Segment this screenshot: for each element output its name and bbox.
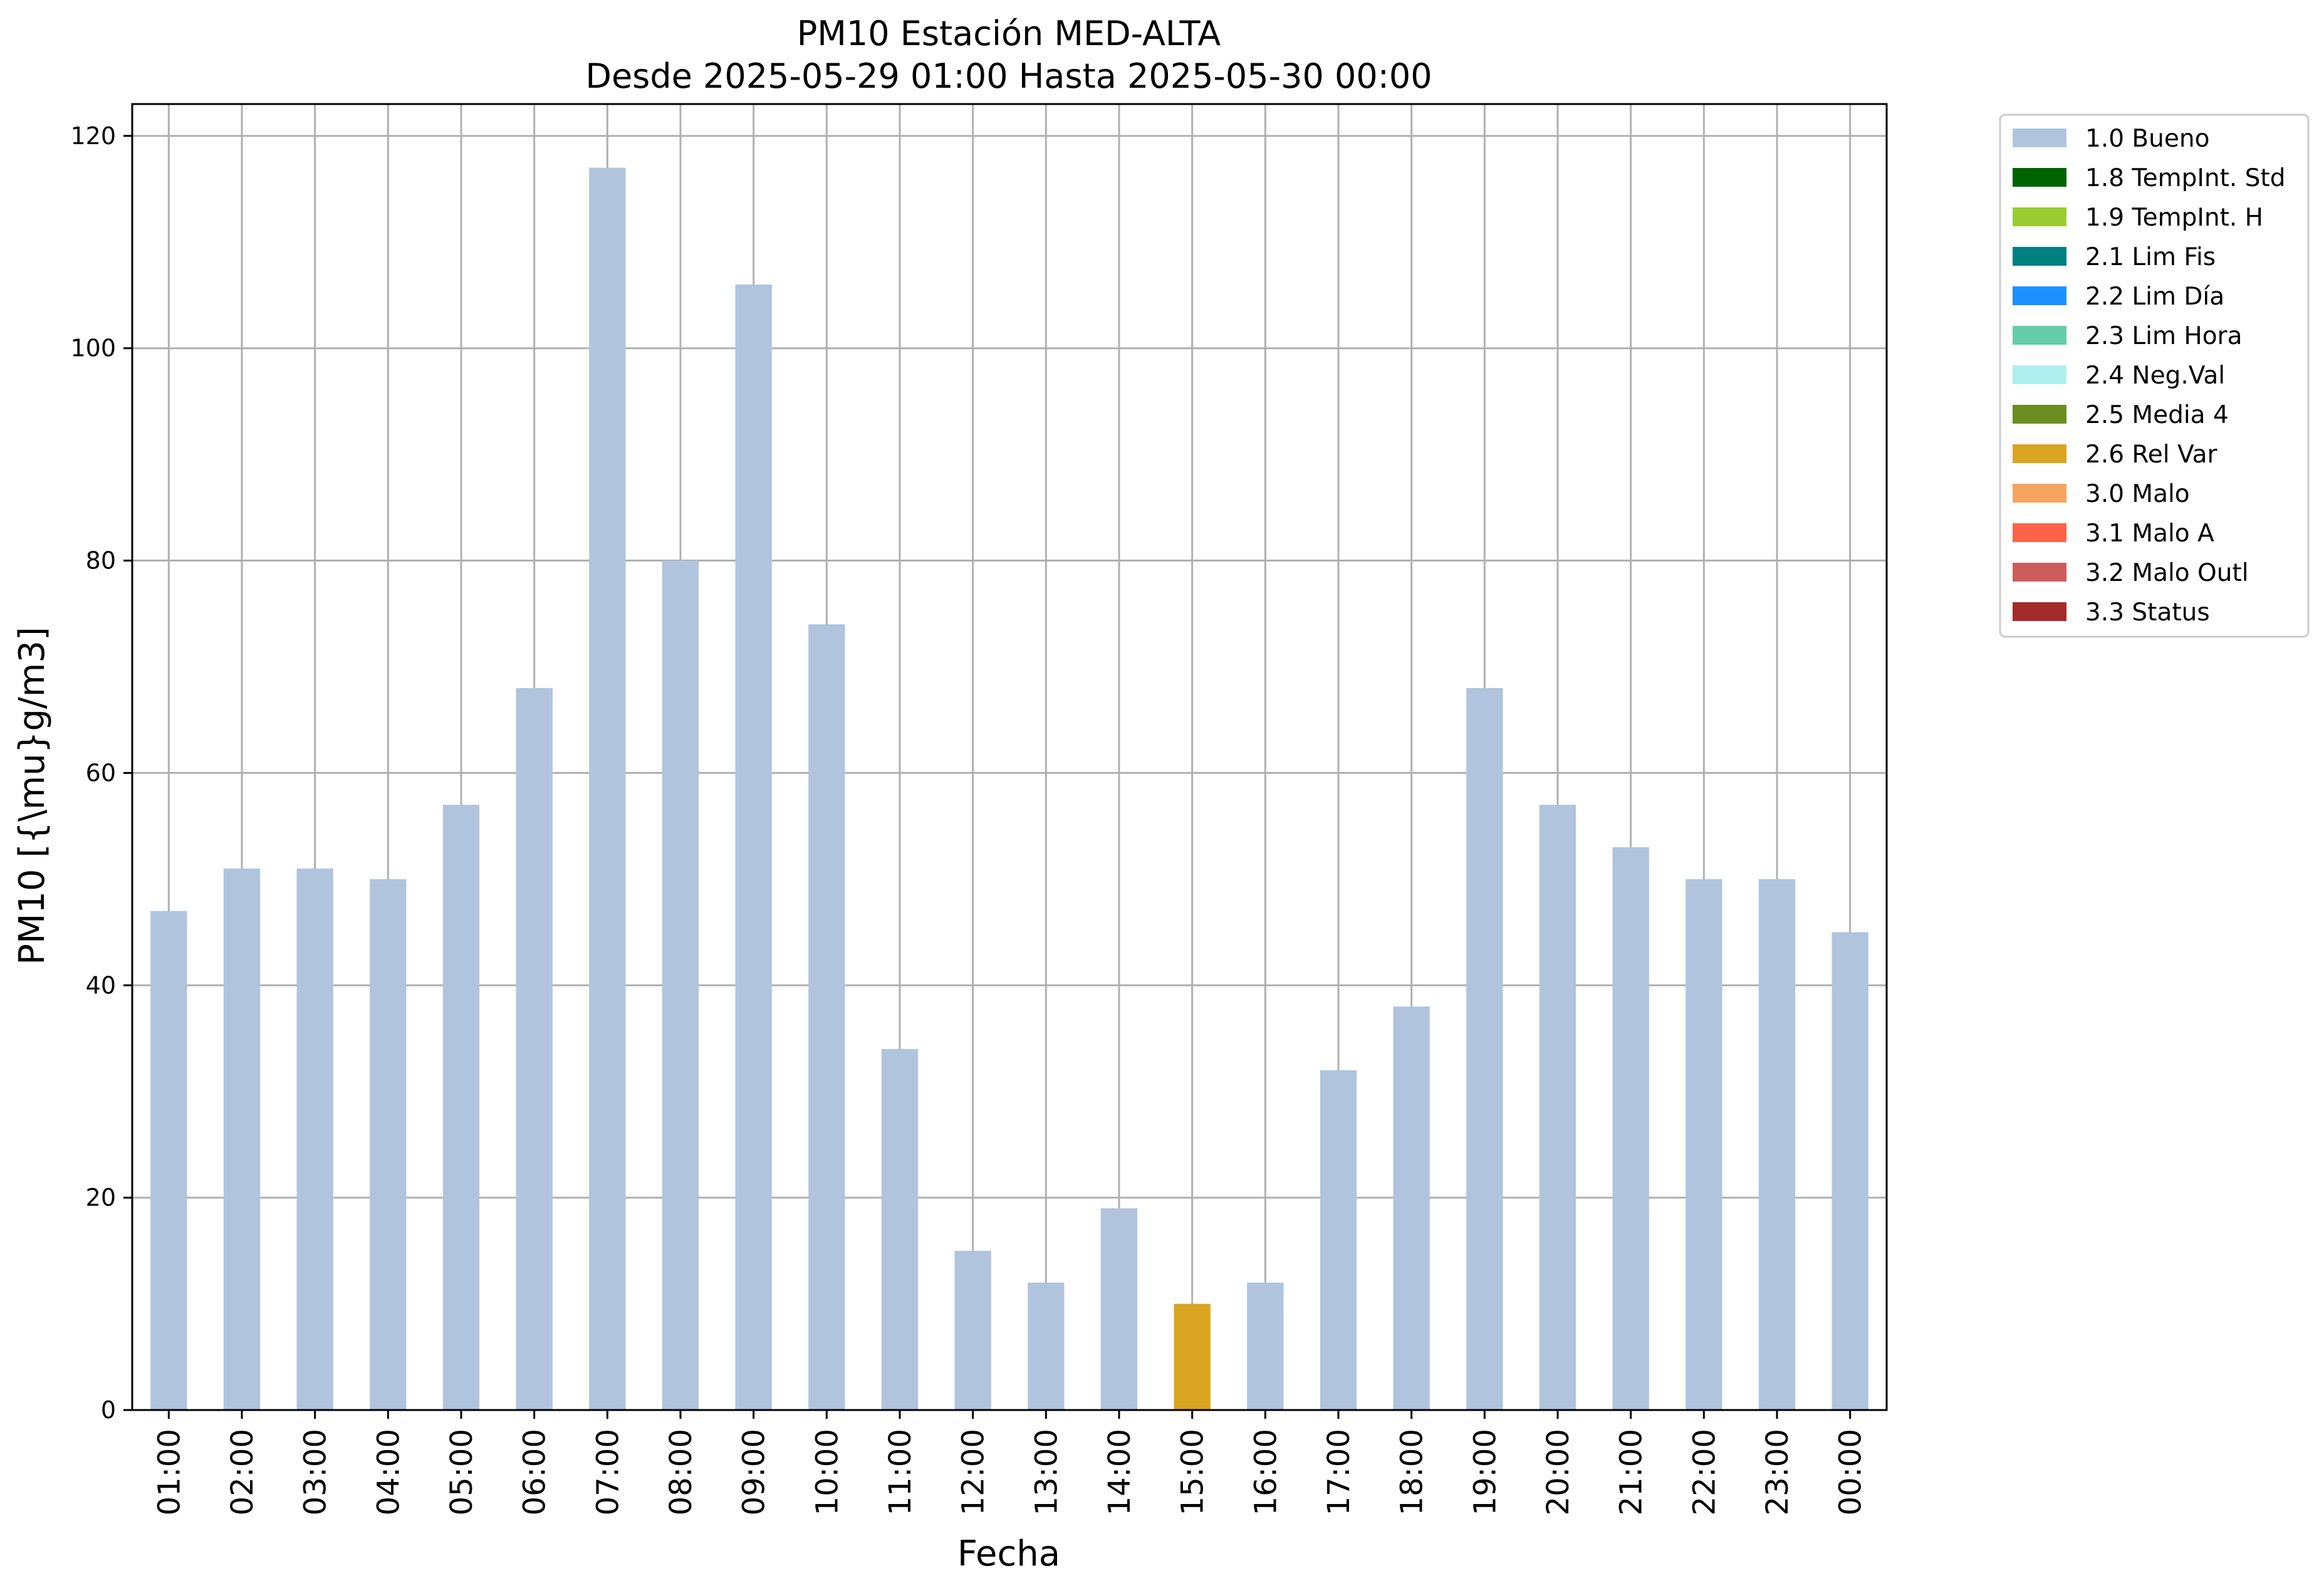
x-tick-label: 16:00 xyxy=(1248,1429,1283,1515)
y-tick-label: 120 xyxy=(70,122,116,150)
legend-entry-label: 2.3 Lim Hora xyxy=(2085,322,2243,350)
x-tick-label: 05:00 xyxy=(444,1429,479,1515)
x-tick-label: 09:00 xyxy=(737,1429,772,1515)
legend-entry-label: 1.9 TempInt. H xyxy=(2085,204,2263,232)
y-tick-label: 60 xyxy=(86,759,116,786)
legend-entry-label: 2.4 Neg.Val xyxy=(2085,362,2225,390)
legend-swatch xyxy=(2013,444,2066,463)
legend-swatch xyxy=(2013,365,2066,384)
legend-swatch xyxy=(2013,563,2066,582)
legend-swatch xyxy=(2013,286,2066,305)
x-axis-ticks: 01:00 02:00 03:00 04:00 05:00 06:00 07:00 08:00… xyxy=(152,1410,1868,1515)
legend-swatch xyxy=(2013,326,2066,345)
bar xyxy=(954,1250,991,1410)
legend-swatch xyxy=(2013,602,2066,621)
legend-swatch xyxy=(2013,523,2066,542)
y-tick-label: 0 xyxy=(101,1396,116,1424)
legend: 1.0 Bueno 1.8 TempInt. Std 1.9 TempInt. H 2… xyxy=(1999,113,2310,638)
bar xyxy=(1028,1282,1065,1410)
bar xyxy=(735,285,772,1411)
bar xyxy=(223,868,261,1410)
x-tick-label: 10:00 xyxy=(810,1429,845,1515)
legend-frame xyxy=(1999,113,2310,638)
x-tick-label: 21:00 xyxy=(1614,1429,1649,1515)
x-tick-label: 07:00 xyxy=(590,1429,625,1515)
legend-entry-label: 3.2 Malo Outl xyxy=(2085,559,2249,587)
x-tick-label: 15:00 xyxy=(1175,1429,1211,1515)
bar xyxy=(296,868,333,1410)
legend-swatch xyxy=(2013,128,2066,147)
x-tick-label: 13:00 xyxy=(1029,1429,1064,1515)
bar xyxy=(589,167,626,1410)
y-tick-label: 20 xyxy=(86,1184,116,1211)
y-axis-ticks: 0 20 40 60 80 100 120 xyxy=(70,122,132,1424)
bar xyxy=(150,911,187,1410)
x-tick-label: 04:00 xyxy=(371,1429,406,1515)
legend-entry-label: 1.0 Bueno xyxy=(2085,125,2209,153)
x-tick-label: 22:00 xyxy=(1687,1429,1722,1515)
legend-swatch xyxy=(2013,247,2066,266)
x-tick-label: 17:00 xyxy=(1321,1429,1357,1515)
legend-entry-label: 3.3 Status xyxy=(2085,598,2210,627)
x-tick-label: 08:00 xyxy=(664,1429,699,1515)
bar xyxy=(1612,847,1649,1410)
x-tick-label: 19:00 xyxy=(1467,1429,1503,1515)
legend-entry-label: 3.0 Malo xyxy=(2085,480,2190,508)
bar xyxy=(1539,805,1576,1410)
bar xyxy=(1758,879,1796,1410)
plot-frame xyxy=(131,103,1888,1411)
bar xyxy=(662,560,699,1410)
bar xyxy=(1247,1282,1284,1410)
legend-entry-label: 1.8 TempInt. Std xyxy=(2085,164,2285,192)
bar xyxy=(370,879,407,1410)
x-tick-label: 00:00 xyxy=(1833,1429,1868,1515)
legend-swatch xyxy=(2013,405,2066,424)
bar xyxy=(516,687,553,1410)
bar xyxy=(808,624,845,1410)
bar xyxy=(442,805,480,1410)
chart-title-line2: Desde 2025-05-29 01:00 Hasta 2025-05-30 … xyxy=(585,56,1432,96)
bar xyxy=(1466,687,1503,1410)
x-tick-label: 12:00 xyxy=(956,1429,991,1515)
legend-entry-label: 2.5 Media 4 xyxy=(2085,401,2229,429)
x-tick-label: 01:00 xyxy=(152,1429,187,1515)
x-tick-label: 18:00 xyxy=(1395,1429,1430,1515)
x-tick-label: 06:00 xyxy=(518,1429,553,1515)
bar xyxy=(1174,1303,1211,1410)
bar xyxy=(1320,1070,1357,1410)
legend-entry-label: 3.1 Malo A xyxy=(2085,520,2214,548)
legend-swatch xyxy=(2013,207,2066,226)
legend-entry-label: 2.1 Lim Fis xyxy=(2085,243,2216,271)
bar xyxy=(881,1048,919,1410)
bar xyxy=(1686,879,1722,1410)
x-tick-label: 20:00 xyxy=(1541,1429,1576,1515)
x-tick-label: 11:00 xyxy=(883,1429,918,1515)
y-tick-label: 80 xyxy=(86,547,116,575)
x-tick-label: 02:00 xyxy=(225,1429,260,1515)
x-tick-label: 03:00 xyxy=(298,1429,333,1515)
legend-swatch xyxy=(2013,168,2066,187)
y-tick-label: 100 xyxy=(70,335,116,362)
legend-entry-label: 2.6 Rel Var xyxy=(2085,441,2218,469)
x-axis-label: Fecha xyxy=(957,1533,1060,1574)
y-tick-label: 40 xyxy=(86,971,116,999)
bar xyxy=(1393,1006,1430,1410)
bar xyxy=(1832,932,1868,1410)
bar xyxy=(1100,1208,1138,1410)
x-tick-label: 14:00 xyxy=(1102,1429,1137,1515)
legend-entry-label: 2.2 Lim Día xyxy=(2085,283,2224,311)
chart-title-line1: PM10 Estación MED-ALTA xyxy=(797,14,1221,53)
legend-swatch xyxy=(2013,484,2066,503)
y-axis-label: PM10 [{\mu}g/m3] xyxy=(12,627,53,965)
bars xyxy=(150,167,1868,1411)
x-tick-label: 23:00 xyxy=(1760,1429,1795,1515)
